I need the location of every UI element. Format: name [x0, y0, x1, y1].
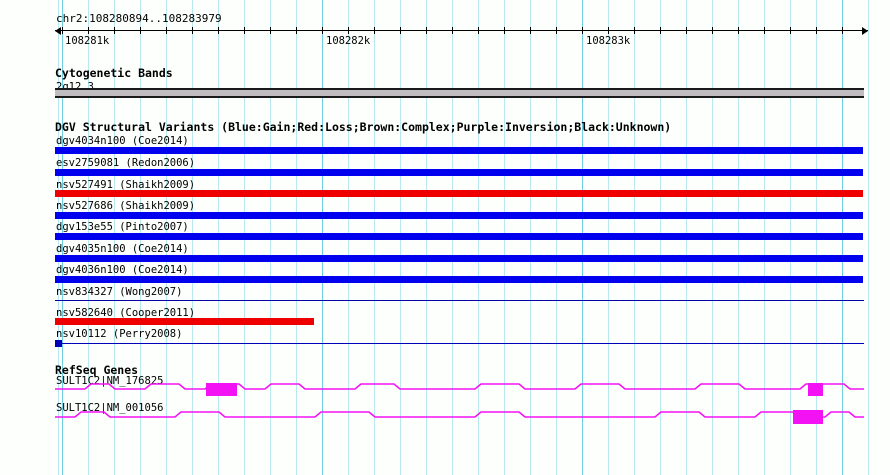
ruler-tick — [634, 27, 635, 34]
ruler-tick — [400, 27, 401, 34]
dgv-variant-bar[interactable] — [55, 276, 863, 283]
gene-intron-line[interactable] — [55, 404, 864, 430]
dgv-variant-line[interactable] — [55, 343, 864, 344]
ruler-tick — [166, 27, 167, 34]
ruler-tick — [738, 27, 739, 34]
ruler-tick — [842, 27, 843, 34]
ruler-tick — [348, 27, 349, 34]
cytoband-bar[interactable] — [55, 88, 864, 98]
ruler-tick — [296, 27, 297, 34]
ruler-tick — [88, 27, 89, 34]
locus-label: chr2:108280894..108283979 — [56, 12, 222, 25]
dgv-variant-line[interactable] — [55, 300, 864, 301]
ruler-tick — [530, 27, 531, 34]
gene-exon-block[interactable] — [793, 410, 823, 424]
ruler-tick — [114, 27, 115, 34]
ruler-tick — [244, 27, 245, 34]
ruler-tick — [322, 27, 323, 34]
ruler-tick — [504, 27, 505, 34]
gene-exon-block[interactable] — [808, 383, 823, 396]
refseq-genes-title: RefSeq Genes — [55, 363, 139, 377]
right-arrow-icon[interactable] — [862, 26, 868, 35]
dgv-variant-bar[interactable] — [55, 255, 863, 262]
gene-intron-line[interactable] — [55, 376, 864, 402]
refseq-gene-label[interactable]: SULT1C2|NM_001056 — [56, 402, 164, 414]
ruler-tick — [608, 27, 609, 34]
dgv-track-label[interactable]: nsv582640 (Cooper2011) — [56, 307, 196, 319]
gene-exon-block[interactable] — [206, 383, 237, 396]
ruler-tick — [452, 27, 453, 34]
dgv-variant-bar[interactable] — [55, 169, 863, 176]
ruler-tick — [140, 27, 141, 34]
ruler-tick — [426, 27, 427, 34]
ruler-tick-label: 108281k — [65, 35, 110, 47]
dgv-track-label[interactable]: nsv527491 (Shaikh2009) — [56, 179, 196, 191]
ruler-tick — [660, 27, 661, 34]
ruler-tick-label: 108283k — [586, 35, 631, 47]
ruler-tick — [582, 27, 583, 34]
ruler-axis-line — [55, 30, 868, 31]
dgv-track-label[interactable]: nsv834327 (Wong2007) — [56, 286, 183, 298]
dgv-section-title: DGV Structural Variants (Blue:Gain;Red:L… — [55, 120, 672, 134]
ruler-tick — [686, 27, 687, 34]
dgv-variant-bar[interactable] — [55, 318, 314, 325]
dgv-variant-bar[interactable] — [55, 147, 863, 154]
dgv-track-label[interactable]: nsv527686 (Shaikh2009) — [56, 200, 196, 212]
dgv-track-label[interactable]: nsv10112 (Perry2008) — [56, 328, 183, 340]
cytogenetic-bands-title: Cytogenetic Bands — [55, 66, 173, 80]
gridline — [868, 0, 869, 475]
dgv-track-label[interactable]: dgv4036n100 (Coe2014) — [56, 264, 189, 276]
ruler-tick — [764, 27, 765, 34]
refseq-gene-label[interactable]: SULT1C2|NM_176825 — [56, 375, 164, 387]
left-arrow-icon[interactable] — [55, 26, 61, 35]
dgv-track-label[interactable]: dgv4035n100 (Coe2014) — [56, 243, 189, 255]
ruler-tick-label: 108282k — [326, 35, 371, 47]
ruler-tick — [270, 27, 271, 34]
ruler-tick — [62, 27, 63, 34]
ruler-tick — [712, 27, 713, 34]
dgv-variant-bar[interactable] — [55, 212, 863, 219]
dgv-variant-bar[interactable] — [55, 190, 863, 197]
ruler-tick — [478, 27, 479, 34]
dgv-variant-bar[interactable] — [55, 233, 863, 240]
dgv-variant-block[interactable] — [55, 340, 62, 347]
dgv-track-label[interactable]: dgv153e55 (Pinto2007) — [56, 221, 189, 233]
ruler-tick — [192, 27, 193, 34]
ruler-tick — [218, 27, 219, 34]
ruler-tick — [374, 27, 375, 34]
ruler-tick — [790, 27, 791, 34]
ruler-tick — [816, 27, 817, 34]
dgv-track-label[interactable]: dgv4034n100 (Coe2014) — [56, 135, 189, 147]
ruler-tick — [556, 27, 557, 34]
dgv-track-label[interactable]: esv2759081 (Redon2006) — [56, 157, 196, 169]
